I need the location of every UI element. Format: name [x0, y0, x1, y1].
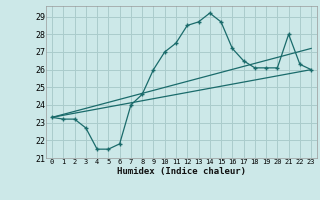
X-axis label: Humidex (Indice chaleur): Humidex (Indice chaleur) [117, 167, 246, 176]
